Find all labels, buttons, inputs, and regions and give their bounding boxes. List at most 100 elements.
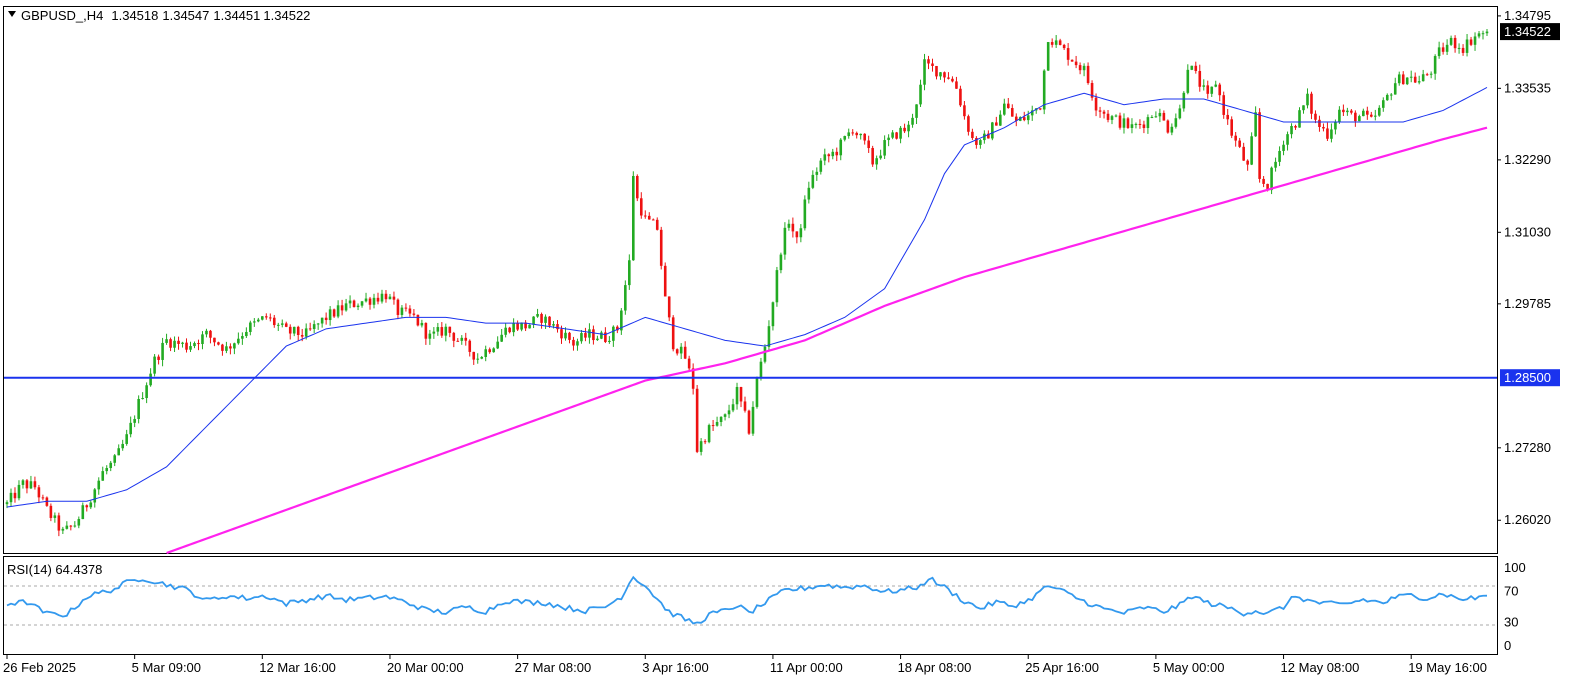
price-axis: 1.34795 1.33535 1.32290 1.31030 1.29785 1.272… — [1497, 8, 1551, 527]
candle-body — [25, 480, 29, 489]
ma-fast-line — [6, 87, 1488, 508]
candle-body — [847, 132, 851, 137]
candle-body — [392, 296, 396, 300]
candle-body — [492, 348, 495, 353]
candle-body — [1190, 65, 1194, 70]
candle-body — [548, 316, 551, 326]
candle-body — [1469, 39, 1473, 45]
candle-body — [264, 316, 268, 318]
candle-body — [1110, 116, 1114, 120]
candle-body — [1377, 107, 1381, 116]
candle-body — [1461, 47, 1465, 53]
candle-body — [1114, 115, 1118, 117]
candle-body — [999, 114, 1002, 126]
candle-body — [61, 528, 65, 531]
candle-body — [540, 313, 543, 323]
time-tick-label: 20 Mar 00:00 — [387, 660, 464, 675]
candle-body — [1138, 123, 1142, 125]
candle-body — [1010, 108, 1014, 117]
candle-body — [304, 328, 308, 337]
candle-body — [807, 187, 811, 200]
candle-body — [731, 404, 735, 411]
candle-body — [21, 480, 25, 485]
candle-body — [73, 525, 77, 527]
candle-body — [1334, 121, 1337, 130]
candle-body — [1158, 112, 1162, 117]
candle-body — [751, 406, 755, 434]
candle-body — [1182, 92, 1186, 109]
candle-body — [624, 285, 627, 311]
time-tick-label: 27 Mar 08:00 — [515, 660, 592, 675]
candle-body — [1250, 136, 1253, 165]
candle-body — [165, 339, 168, 343]
candle-body — [1457, 47, 1461, 49]
candle-body — [1070, 59, 1074, 62]
candle-body — [173, 340, 176, 348]
candle-body — [324, 317, 328, 321]
candle-body — [967, 116, 970, 132]
candle-body — [843, 136, 847, 140]
candle-body — [85, 505, 89, 508]
candle-body — [245, 331, 248, 337]
candle-body — [915, 104, 918, 118]
candle-body — [512, 323, 515, 333]
candle-body — [863, 133, 866, 141]
candle-body — [1086, 65, 1090, 84]
candle-body — [1302, 105, 1305, 111]
candle-body — [679, 346, 683, 354]
candle-body — [113, 455, 117, 463]
candle-body — [628, 260, 631, 286]
candle-body — [1389, 94, 1393, 96]
candle-body — [13, 492, 17, 499]
price-tick-label: 1.34795 — [1504, 8, 1551, 23]
candle-body — [524, 322, 527, 329]
candle-body — [560, 329, 563, 339]
candle-body — [1154, 116, 1158, 118]
candle-body — [344, 303, 348, 311]
candle-body — [683, 346, 687, 359]
candle-body — [1294, 126, 1297, 128]
candle-body — [787, 223, 791, 228]
candle-body — [1178, 108, 1182, 119]
candle-body — [1306, 93, 1309, 106]
candle-body — [1058, 40, 1062, 45]
candle-body — [775, 270, 779, 303]
candle-body — [556, 324, 559, 330]
symbol-dropdown-icon[interactable] — [8, 11, 16, 17]
candle-body — [201, 334, 204, 345]
candle-body — [1393, 83, 1397, 95]
candle-body — [747, 410, 751, 434]
candle-body — [711, 425, 715, 427]
candle-body — [859, 133, 862, 136]
candle-body — [332, 309, 336, 317]
candle-body — [608, 340, 611, 342]
candle-body — [588, 329, 591, 338]
candle-body — [867, 140, 870, 149]
candle-body — [284, 323, 288, 327]
candle-body — [839, 139, 843, 156]
candle-body — [125, 434, 128, 444]
candle-body — [189, 346, 192, 350]
candle-body — [416, 314, 420, 326]
candle-body — [253, 321, 256, 323]
candle-body — [1298, 110, 1301, 128]
candle-body — [532, 316, 535, 325]
candle-body — [1477, 33, 1481, 37]
time-tick-label: 12 May 08:00 — [1281, 660, 1360, 675]
candle-body — [400, 307, 404, 315]
candle-body — [819, 160, 823, 172]
candle-body — [1282, 144, 1285, 151]
candle-body — [604, 332, 607, 342]
candle-body — [1278, 150, 1281, 162]
candle-body — [1270, 167, 1273, 191]
candle-body — [496, 341, 499, 349]
candle-body — [1003, 103, 1006, 115]
candle-body — [815, 171, 819, 175]
candle-body — [340, 305, 344, 311]
candle-body — [380, 293, 384, 302]
candle-body — [592, 329, 595, 341]
candle-body — [1429, 73, 1433, 75]
candle-body — [1194, 65, 1198, 71]
